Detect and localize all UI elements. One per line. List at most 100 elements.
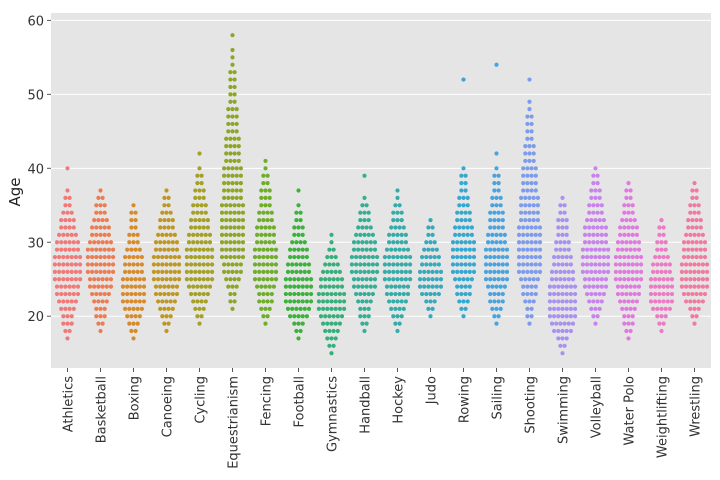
point-water-polo — [618, 262, 623, 267]
point-hockey — [397, 203, 402, 208]
point-rowing — [463, 262, 468, 267]
point-hockey — [389, 284, 394, 289]
point-water-polo — [615, 247, 621, 252]
point-shooting — [525, 121, 530, 127]
point-equestrianism — [234, 181, 239, 186]
point-equestrianism — [240, 254, 246, 260]
point-cycling — [191, 284, 196, 289]
point-canoeing — [158, 284, 163, 289]
point-boxing — [137, 299, 142, 304]
point-swimming — [554, 240, 559, 245]
point-football — [292, 254, 297, 260]
point-weightlifting — [665, 277, 670, 282]
point-fencing — [261, 210, 266, 215]
point-hockey — [403, 262, 408, 267]
point-volleyball — [591, 232, 596, 237]
point-football — [288, 254, 293, 260]
point-rowing — [465, 232, 470, 237]
point-wrestling — [694, 225, 699, 230]
point-gymnastics — [327, 328, 332, 334]
point-handball — [358, 269, 363, 274]
point-sailing — [492, 291, 497, 297]
x-tick-label-rowing: Rowing — [458, 376, 473, 423]
point-fencing — [265, 217, 270, 223]
point-volleyball — [591, 173, 596, 178]
point-canoeing — [156, 269, 161, 274]
point-gymnastics — [339, 284, 345, 289]
point-basketball — [98, 328, 103, 334]
point-equestrianism — [226, 129, 231, 134]
point-sailing — [488, 262, 493, 267]
point-athletics — [59, 240, 64, 245]
point-volleyball — [589, 306, 594, 311]
point-equestrianism — [234, 173, 239, 178]
point-boxing — [127, 306, 132, 311]
point-basketball — [102, 232, 107, 237]
point-boxing — [127, 232, 132, 237]
point-equestrianism — [240, 203, 246, 208]
point-hockey — [395, 277, 400, 282]
point-volleyball — [589, 195, 594, 200]
point-judo — [428, 314, 433, 319]
point-athletics — [73, 299, 78, 304]
point-athletics — [59, 306, 64, 311]
point-water-polo — [634, 254, 640, 260]
point-sailing — [496, 291, 501, 297]
point-hockey — [384, 291, 390, 297]
point-judo — [428, 291, 433, 297]
point-athletics — [61, 269, 66, 274]
point-water-polo — [630, 269, 635, 274]
point-rowing — [471, 240, 477, 245]
point-canoeing — [177, 254, 182, 260]
point-volleyball — [593, 269, 598, 274]
point-athletics — [61, 232, 66, 237]
point-rowing — [455, 247, 460, 252]
point-shooting — [523, 210, 528, 215]
point-hockey — [403, 269, 408, 274]
point-football — [290, 269, 295, 274]
point-athletics — [63, 328, 68, 334]
point-sailing — [490, 240, 495, 245]
point-swimming — [558, 343, 563, 348]
point-volleyball — [595, 299, 600, 304]
point-weightlifting — [657, 284, 662, 289]
point-judo — [417, 284, 423, 289]
point-wrestling — [679, 269, 685, 274]
point-fencing — [257, 254, 262, 260]
point-athletics — [67, 240, 72, 245]
point-water-polo — [630, 299, 635, 304]
point-football — [294, 328, 299, 334]
point-fencing — [259, 306, 264, 311]
outlier-point-sailing — [494, 151, 499, 156]
point-wrestling — [702, 247, 708, 252]
point-basketball — [108, 284, 114, 289]
point-fencing — [257, 210, 262, 215]
point-water-polo — [626, 254, 631, 260]
point-fencing — [265, 269, 270, 274]
point-wrestling — [681, 247, 687, 252]
point-volleyball — [601, 262, 607, 267]
point-rowing — [457, 277, 462, 282]
point-handball — [366, 269, 371, 274]
point-athletics — [57, 269, 62, 274]
point-hockey — [391, 217, 396, 223]
point-gymnastics — [331, 284, 336, 289]
point-swimming — [562, 321, 567, 326]
point-shooting — [529, 254, 534, 260]
point-swimming — [566, 247, 571, 252]
point-gymnastics — [342, 299, 347, 304]
point-weightlifting — [659, 240, 664, 245]
point-rowing — [463, 210, 468, 215]
point-water-polo — [632, 247, 637, 252]
point-shooting — [519, 195, 524, 200]
point-sailing — [504, 254, 510, 260]
point-water-polo — [628, 247, 633, 252]
point-weightlifting — [661, 321, 666, 326]
point-handball — [372, 284, 378, 289]
point-volleyball — [597, 306, 602, 311]
point-shooting — [525, 291, 530, 297]
data-points — [52, 33, 710, 356]
point-wrestling — [690, 291, 695, 297]
point-water-polo — [628, 328, 633, 334]
point-water-polo — [615, 240, 621, 245]
